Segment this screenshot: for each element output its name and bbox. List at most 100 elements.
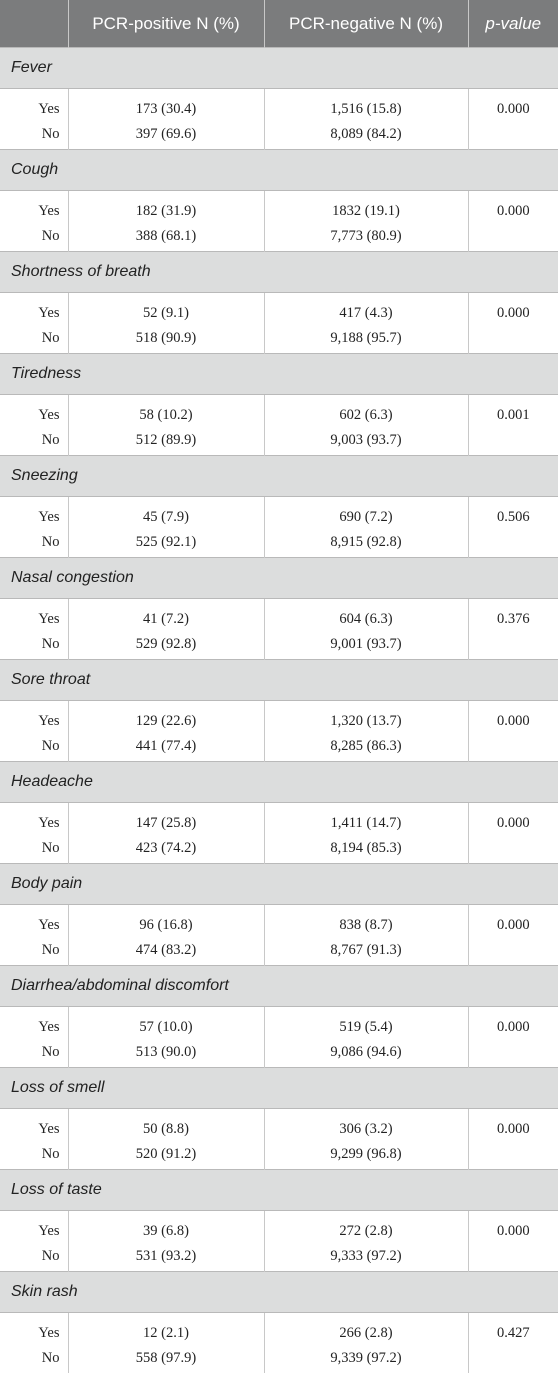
pcr-negative-cell: 1,516 (15.8) 8,089 (84.2) — [264, 88, 469, 150]
pcr-negative-cell: 1,411 (14.7) 8,194 (85.3) — [264, 802, 469, 864]
p-value: 0.000 — [496, 1121, 530, 1137]
table-row: Yes No 12 (2.1) 558 (97.9) 266 (2.8) 9,3… — [0, 1312, 558, 1373]
p-value: 0.000 — [496, 1223, 530, 1239]
p-value-cell: 0.000 — [468, 1007, 558, 1068]
category-label: Headeache — [0, 761, 558, 803]
table-row: Yes No 41 (7.2) 529 (92.8) 604 (6.3) 9,0… — [0, 598, 558, 660]
p-value: 0.000 — [496, 815, 530, 831]
pcr-negative-yes: 1,411 (14.7) — [330, 815, 402, 831]
category-row: Diarrhea/abdominal discomfort — [0, 965, 558, 1007]
pcr-positive-cell: 147 (25.8) 423 (74.2) — [68, 802, 265, 864]
pcr-positive-yes: 57 (10.0) — [139, 1019, 193, 1035]
response-labels-cell: Yes No — [0, 394, 69, 456]
table-row: Yes No 50 (8.8) 520 (91.2) 306 (3.2) 9,2… — [0, 1108, 558, 1170]
yes-label: Yes — [38, 1325, 60, 1341]
response-labels-cell: Yes No — [0, 190, 69, 252]
response-labels-cell: Yes No — [0, 1210, 69, 1272]
pcr-negative-cell: 417 (4.3) 9,188 (95.7) — [264, 292, 469, 354]
category-row: Skin rash — [0, 1271, 558, 1313]
pcr-negative-no: 8,767 (91.3) — [330, 942, 402, 958]
pcr-positive-cell: 182 (31.9) 388 (68.1) — [68, 190, 265, 252]
yes-label: Yes — [38, 1019, 60, 1035]
pcr-negative-no: 9,188 (95.7) — [330, 330, 402, 346]
pcr-negative-no: 9,333 (97.2) — [330, 1248, 402, 1264]
yes-label: Yes — [38, 1121, 60, 1137]
pcr-positive-yes: 39 (6.8) — [143, 1223, 189, 1239]
pcr-negative-no: 9,299 (96.8) — [330, 1146, 402, 1162]
pcr-negative-yes: 1,320 (13.7) — [330, 713, 402, 729]
pcr-positive-yes: 50 (8.8) — [143, 1121, 189, 1137]
pcr-negative-no: 9,086 (94.6) — [330, 1044, 402, 1060]
p-value: 0.000 — [496, 1019, 530, 1035]
p-value: 0.000 — [496, 101, 530, 117]
category-row: Cough — [0, 149, 558, 191]
yes-label: Yes — [38, 917, 60, 933]
no-label: No — [41, 1044, 60, 1060]
table-body: Fever Yes No 173 (30.4) 397 (69.6) 1,516… — [0, 47, 558, 1373]
category-row: Fever — [0, 47, 558, 89]
category-label: Tiredness — [0, 353, 558, 395]
pcr-positive-no: 518 (90.9) — [135, 330, 197, 346]
category-row: Body pain — [0, 863, 558, 905]
pcr-positive-yes: 12 (2.1) — [143, 1325, 189, 1341]
pcr-positive-no: 529 (92.8) — [135, 636, 197, 652]
table-row: Yes No 57 (10.0) 513 (90.0) 519 (5.4) 9,… — [0, 1006, 558, 1068]
pcr-negative-cell: 690 (7.2) 8,915 (92.8) — [264, 496, 469, 558]
no-label: No — [41, 738, 60, 754]
p-value: 0.000 — [496, 305, 530, 321]
response-labels-cell: Yes No — [0, 904, 69, 966]
yes-label: Yes — [38, 1223, 60, 1239]
p-value: 0.001 — [496, 407, 530, 423]
pcr-positive-yes: 129 (22.6) — [135, 713, 197, 729]
no-label: No — [41, 636, 60, 652]
category-label: Body pain — [0, 863, 558, 905]
table-row: Yes No 52 (9.1) 518 (90.9) 417 (4.3) 9,1… — [0, 292, 558, 354]
category-label: Cough — [0, 149, 558, 191]
yes-label: Yes — [38, 407, 60, 423]
pcr-negative-cell: 604 (6.3) 9,001 (93.7) — [264, 598, 469, 660]
response-labels-cell: Yes No — [0, 1006, 69, 1068]
yes-label: Yes — [38, 101, 60, 117]
pcr-positive-cell: 58 (10.2) 512 (89.9) — [68, 394, 265, 456]
pcr-positive-no: 397 (69.6) — [135, 126, 197, 142]
pcr-positive-no: 525 (92.1) — [135, 534, 197, 550]
category-row: Loss of smell — [0, 1067, 558, 1109]
pcr-positive-cell: 52 (9.1) 518 (90.9) — [68, 292, 265, 354]
pcr-negative-cell: 602 (6.3) 9,003 (93.7) — [264, 394, 469, 456]
pcr-positive-no: 474 (83.2) — [135, 942, 197, 958]
header-pcr-positive: PCR-positive N (%) — [68, 0, 265, 48]
pcr-positive-yes: 182 (31.9) — [135, 203, 197, 219]
response-labels-cell: Yes No — [0, 802, 69, 864]
pcr-positive-cell: 12 (2.1) 558 (97.9) — [68, 1312, 265, 1373]
p-value-cell: 0.001 — [468, 395, 558, 456]
yes-label: Yes — [38, 713, 60, 729]
p-value: 0.427 — [496, 1325, 530, 1341]
pcr-positive-no: 423 (74.2) — [135, 840, 197, 856]
no-label: No — [41, 228, 60, 244]
table-row: Yes No 58 (10.2) 512 (89.9) 602 (6.3) 9,… — [0, 394, 558, 456]
pcr-positive-cell: 96 (16.8) 474 (83.2) — [68, 904, 265, 966]
pcr-negative-no: 8,194 (85.3) — [330, 840, 402, 856]
category-label: Diarrhea/abdominal discomfort — [0, 965, 558, 1007]
pcr-negative-no: 7,773 (80.9) — [330, 228, 402, 244]
table-row: Yes No 182 (31.9) 388 (68.1) 1832 (19.1)… — [0, 190, 558, 252]
pcr-negative-cell: 306 (3.2) 9,299 (96.8) — [264, 1108, 469, 1170]
pcr-positive-cell: 45 (7.9) 525 (92.1) — [68, 496, 265, 558]
pcr-positive-no: 558 (97.9) — [135, 1350, 197, 1366]
category-label: Sneezing — [0, 455, 558, 497]
p-value: 0.000 — [496, 203, 530, 219]
pcr-positive-no: 512 (89.9) — [135, 432, 197, 448]
no-label: No — [41, 534, 60, 550]
pcr-negative-no: 9,001 (93.7) — [330, 636, 402, 652]
response-labels-cell: Yes No — [0, 88, 69, 150]
category-row: Headeache — [0, 761, 558, 803]
category-label: Loss of taste — [0, 1169, 558, 1211]
p-value-cell: 0.506 — [468, 497, 558, 558]
category-label: Fever — [0, 47, 558, 89]
pcr-negative-yes: 1,516 (15.8) — [330, 101, 402, 117]
pcr-positive-yes: 41 (7.2) — [143, 611, 189, 627]
yes-label: Yes — [38, 509, 60, 525]
pcr-negative-yes: 602 (6.3) — [339, 407, 393, 423]
no-label: No — [41, 942, 60, 958]
